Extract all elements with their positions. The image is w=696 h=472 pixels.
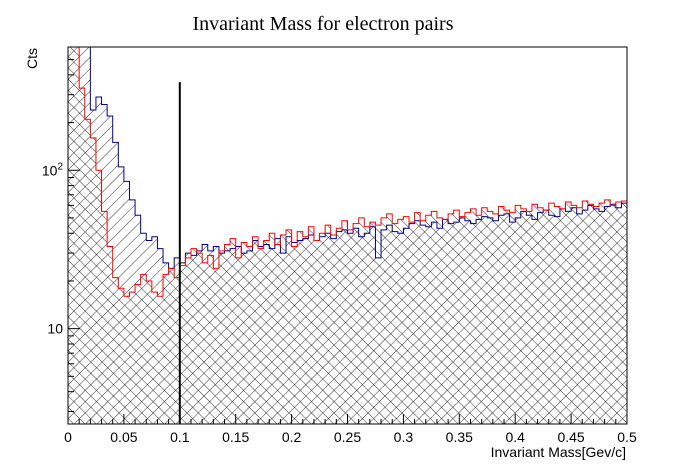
histogram-group <box>68 47 627 424</box>
y-tick-label: 102 <box>42 161 64 178</box>
x-tick-label: 0.4 <box>505 429 525 445</box>
y-axis-label: Cts <box>24 48 40 69</box>
x-tick-label: 0.45 <box>557 429 584 445</box>
x-tick-label: 0.15 <box>222 429 249 445</box>
y-tick-label: 10 <box>47 321 63 337</box>
chart-title: Invariant Mass for electron pairs <box>192 13 453 35</box>
x-axis-label: Invariant Mass[Gev/c] <box>491 444 626 460</box>
x-tick-label: 0.1 <box>170 429 190 445</box>
x-tick-label: 0.35 <box>446 429 473 445</box>
x-tick-label: 0.05 <box>110 429 137 445</box>
x-tick-label: 0.2 <box>282 429 302 445</box>
plot-area: 0 0.05 0.1 0.15 0.2 0.25 0.3 0.35 0.4 0.45 0.5 10 10… <box>42 46 637 445</box>
series-1-outline <box>68 47 627 424</box>
x-tick-label: 0.5 <box>617 429 637 445</box>
series-1-fill <box>68 47 627 424</box>
x-tick-label: 0 <box>64 429 72 445</box>
x-tick-label: 0.3 <box>394 429 414 445</box>
x-tick-label: 0.25 <box>334 429 361 445</box>
